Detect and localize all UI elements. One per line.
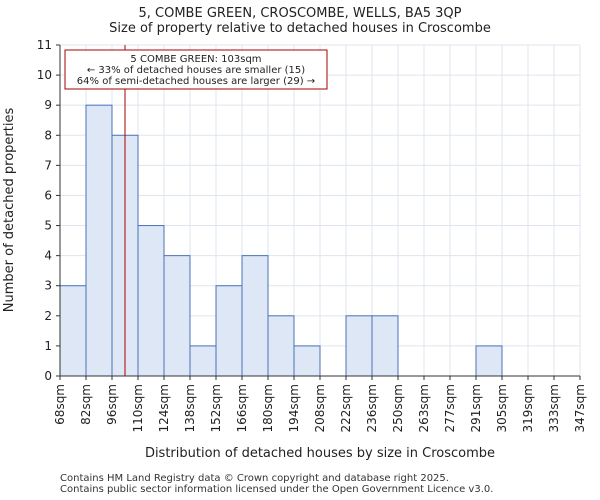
bar [241,255,269,377]
bar [475,345,503,377]
chart-subtitle: Size of property relative to detached ho… [109,21,491,36]
footer-licence: Contains public sector information licen… [60,484,494,495]
x-tick-label: 208sqm [313,384,327,432]
y-tick-label: 8 [44,128,52,142]
y-tick-label: 11 [37,38,52,52]
x-axis-label: Distribution of detached houses by size … [145,446,495,461]
x-tick-label: 305sqm [495,384,509,432]
bar [137,225,165,377]
annotation-line-1: 5 COMBE GREEN: 103sqm [130,54,261,65]
y-axis-label: Number of detached properties [2,108,17,313]
x-tick-label: 222sqm [339,384,353,432]
annotation-line-3: 64% of semi-detached houses are larger (… [77,76,315,87]
y-tick-label: 7 [44,158,52,172]
y-tick-label: 0 [44,369,52,383]
x-tick-label: 110sqm [131,384,145,432]
bars [59,104,503,377]
annotation-line-2: ← 33% of detached houses are smaller (15… [87,65,305,76]
y-tick-label: 5 [44,219,52,233]
x-tick-label: 138sqm [183,384,197,432]
y-tick-label: 6 [44,188,52,202]
bar [267,315,295,377]
x-tick-label: 236sqm [365,384,379,432]
y-tick-label: 1 [44,339,52,353]
annotation-box: 5 COMBE GREEN: 103sqm ← 33% of detached … [64,49,328,90]
x-tick-label: 347sqm [573,384,587,432]
x-tick-label: 250sqm [391,384,405,432]
bar [85,104,113,377]
x-tick-label: 166sqm [235,384,249,432]
y-tick-label: 3 [44,279,52,293]
bar [163,255,191,377]
bar [189,345,217,377]
y-tick-label: 2 [44,309,52,323]
x-tick-label: 194sqm [287,384,301,432]
x-tick-label: 96sqm [105,384,119,425]
bar [293,345,321,377]
x-tick-label: 180sqm [261,384,275,432]
axes: 0 1 2 3 4 5 6 7 8 9 10 11 68sqm 82sqm 96sqm 110sqm 124sq… [37,38,587,432]
x-tick-label: 263sqm [417,384,431,432]
x-tick-label: 291sqm [469,384,483,432]
x-tick-label: 152sqm [209,384,223,432]
bar [59,285,87,377]
chart-title: 5, COMBE GREEN, CROSCOMBE, WELLS, BA5 3Q… [139,6,462,21]
annotation-rect [64,49,328,90]
y-tick-label: 4 [44,249,52,263]
y-tick-label: 9 [44,98,52,112]
bar [215,285,243,377]
x-tick-label: 333sqm [547,384,561,432]
x-tick-label: 319sqm [521,384,535,432]
x-tick-label: 277sqm [443,384,457,432]
x-tick-label: 124sqm [157,384,171,432]
x-tick-label: 82sqm [79,384,93,425]
bar [345,315,373,377]
bar [371,315,399,377]
x-tick-label: 68sqm [53,384,67,425]
y-tick-label: 10 [37,68,52,82]
footer-copyright: Contains HM Land Registry data © Crown c… [60,473,449,484]
